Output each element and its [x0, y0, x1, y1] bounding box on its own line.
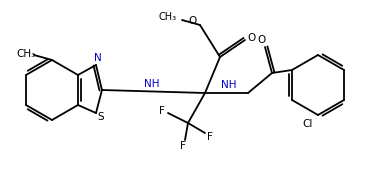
Text: NH: NH [221, 80, 236, 90]
Text: O: O [247, 33, 255, 43]
Text: O: O [188, 16, 196, 26]
Text: F: F [207, 132, 213, 142]
Text: S: S [98, 112, 104, 122]
Text: O: O [257, 35, 265, 45]
Text: F: F [180, 141, 186, 151]
Text: CH₃: CH₃ [16, 49, 36, 59]
Text: CH₃: CH₃ [159, 12, 177, 22]
Text: F: F [159, 106, 165, 116]
Text: Cl: Cl [303, 119, 313, 129]
Text: N: N [94, 53, 102, 63]
Text: NH: NH [144, 78, 159, 88]
